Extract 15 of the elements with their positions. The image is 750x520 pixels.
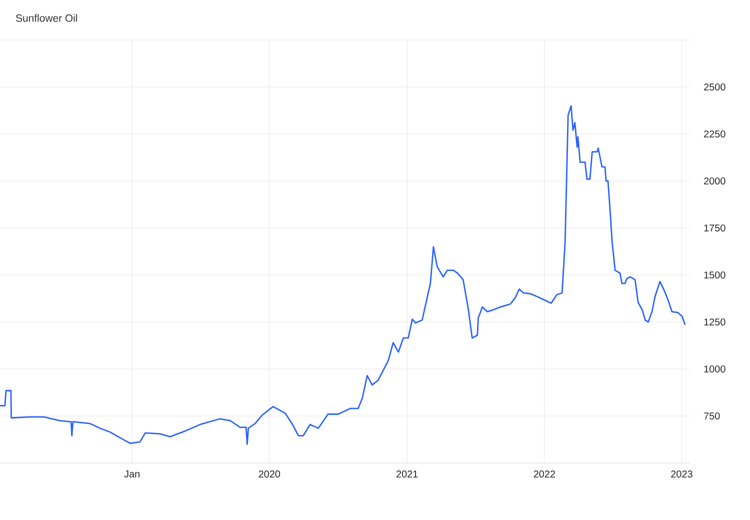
chart-title: Sunflower Oil xyxy=(16,14,78,22)
x-tick-label: 2020 xyxy=(258,470,280,478)
x-tick-label: 2023 xyxy=(671,470,692,478)
y-tick-label: 1750 xyxy=(704,224,726,232)
y-tick-label: 2500 xyxy=(704,83,726,91)
y-tick-label: 750 xyxy=(704,412,720,420)
line-series xyxy=(0,105,686,445)
y-tick-label: 2250 xyxy=(704,130,726,138)
y-tick-label: 1000 xyxy=(704,365,726,373)
y-tick-label: 1500 xyxy=(704,271,726,279)
x-tick-label: 2022 xyxy=(534,470,555,478)
y-tick-label: 2000 xyxy=(704,177,726,185)
y-tick-label: 1250 xyxy=(704,318,726,326)
x-tick-label: Jan xyxy=(124,470,140,478)
x-tick-label: 2021 xyxy=(396,470,418,478)
